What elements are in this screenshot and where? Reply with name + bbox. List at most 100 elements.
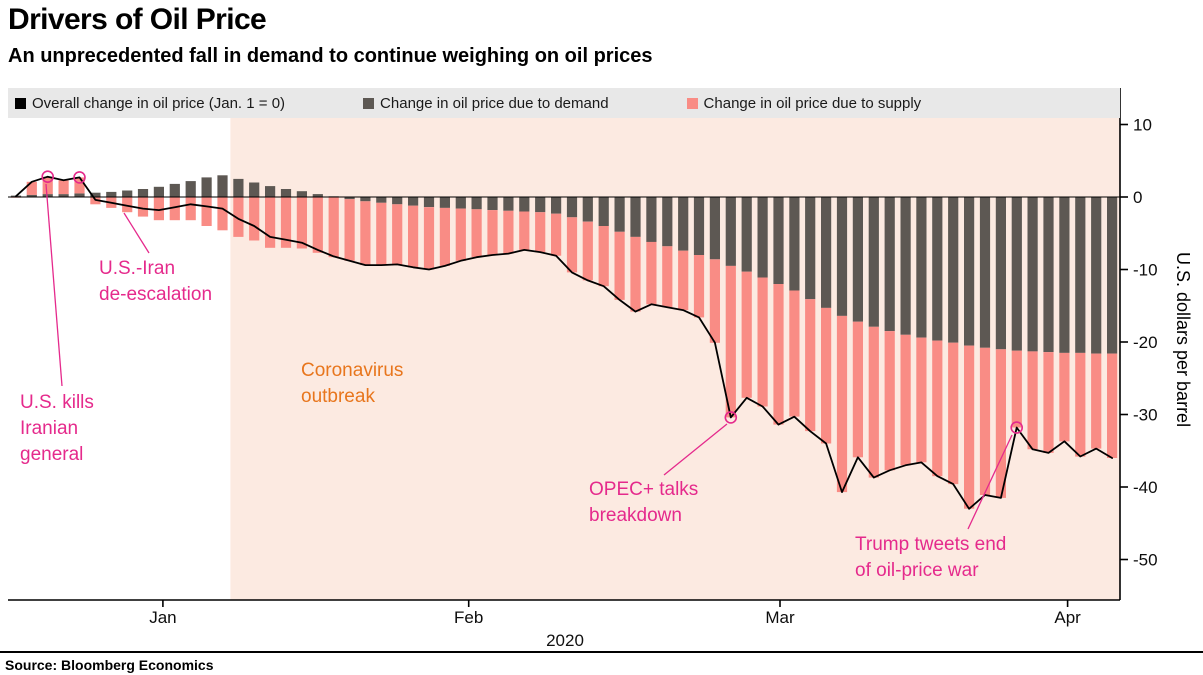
demand-bar <box>693 197 705 255</box>
demand-bar <box>153 186 164 197</box>
demand-bar <box>948 197 959 343</box>
supply-bar <box>392 204 403 265</box>
demand-bar <box>74 193 85 197</box>
event-marker <box>41 170 55 183</box>
demand-bar <box>884 197 895 332</box>
supply-bar <box>328 197 339 258</box>
supply-bar <box>598 226 609 287</box>
supply-bar <box>1043 352 1054 453</box>
demand-bar <box>265 186 276 197</box>
supply-bar <box>789 290 800 417</box>
demand-bar <box>836 197 848 316</box>
demand-bar <box>1075 197 1086 353</box>
demand-bar <box>376 197 387 203</box>
y-tick-label: -50 <box>1133 551 1158 570</box>
demand-bar <box>1059 197 1070 353</box>
supply-bar <box>868 326 879 478</box>
demand-bar <box>471 197 482 210</box>
demand-bar <box>423 197 435 208</box>
supply-bar <box>519 211 530 250</box>
demand-bar <box>1091 197 1102 354</box>
demand-bar <box>503 197 514 211</box>
supply-bar <box>709 259 720 343</box>
legend-label: Change in oil price due to supply <box>703 94 922 112</box>
supply-bar <box>805 299 816 432</box>
supply-bar <box>487 210 498 256</box>
legend-item: Change in oil price due to supply <box>686 94 922 112</box>
supply-bar <box>201 197 212 226</box>
demand-bar <box>1027 197 1038 352</box>
demand-bar <box>1011 197 1022 351</box>
demand-bar <box>852 197 863 322</box>
supply-bar <box>773 284 784 425</box>
supply-bar <box>821 307 832 444</box>
annotation-leader-line <box>967 434 1013 530</box>
demand-bar <box>805 197 816 300</box>
supply-bar <box>1027 351 1038 450</box>
demand-bar <box>614 197 625 232</box>
supply-bar <box>979 347 991 495</box>
x-tick-label: Jan <box>149 608 176 627</box>
demand-bar <box>455 197 466 209</box>
x-tick-label: Feb <box>454 608 483 627</box>
supply-bar <box>1091 353 1102 449</box>
event-marker <box>73 171 86 184</box>
supply-bar <box>884 331 895 471</box>
demand-bar <box>519 197 530 212</box>
legend-item: Overall change in oil price (Jan. 1 = 0) <box>15 95 285 112</box>
y-tick-label: 10 <box>1133 116 1152 135</box>
supply-bar <box>964 345 975 509</box>
demand-bar <box>630 197 641 237</box>
supply-bar <box>916 337 927 463</box>
supply-bar <box>551 213 562 256</box>
demand-bar <box>201 177 212 197</box>
demand-bar <box>296 191 307 197</box>
event-marker <box>724 411 738 424</box>
legend-label: Overall change in oil price (Jan. 1 = 0) <box>32 94 286 112</box>
demand-bar <box>392 197 403 205</box>
x-axis-year-label: 2020 <box>546 631 584 650</box>
demand-bar <box>169 183 180 197</box>
event-marker <box>1010 421 1024 434</box>
legend-swatch-icon <box>15 97 26 109</box>
demand-bar <box>439 197 450 208</box>
supply-bar <box>296 197 307 249</box>
demand-bar <box>90 192 101 197</box>
source-divider <box>0 651 1203 653</box>
demand-bar <box>566 197 578 218</box>
demand-bar <box>26 194 37 197</box>
demand-bar <box>932 197 943 341</box>
supply-bar <box>582 221 593 281</box>
supply-bar <box>137 197 149 217</box>
x-tick-label: Apr <box>1054 608 1081 627</box>
demand-bar <box>249 182 260 197</box>
y-tick-label: 0 <box>1133 188 1142 207</box>
y-tick-label: -30 <box>1133 406 1158 425</box>
demand-bar <box>185 181 196 198</box>
demand-bar <box>773 197 784 284</box>
demand-bar <box>995 197 1006 350</box>
demand-bar <box>344 197 355 200</box>
demand-bar <box>551 197 562 214</box>
supply-bar <box>423 207 435 270</box>
legend: Overall change in oil price (Jan. 1 = 0)… <box>8 88 1120 118</box>
demand-bar <box>741 197 752 272</box>
supply-bar <box>725 265 736 418</box>
supply-bar <box>58 180 69 195</box>
legend-swatch-icon <box>363 97 375 109</box>
supply-bar <box>1059 352 1070 442</box>
supply-bar <box>360 201 371 266</box>
supply-bar <box>995 349 1006 498</box>
supply-bar <box>455 208 466 261</box>
supply-bar <box>122 197 133 213</box>
supply-bar <box>678 250 689 311</box>
demand-bar <box>868 197 879 327</box>
supply-bar <box>153 197 164 221</box>
supply-bar <box>169 197 180 221</box>
supply-bar <box>693 255 705 318</box>
chart-subtitle: An unprecedented fall in demand to conti… <box>8 45 653 67</box>
supply-bar <box>836 315 848 493</box>
supply-bar <box>535 212 546 253</box>
demand-bar <box>487 197 498 211</box>
demand-bar <box>979 197 991 348</box>
